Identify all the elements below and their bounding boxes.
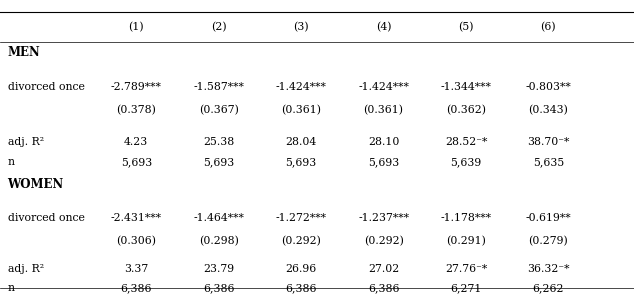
Text: 5,693: 5,693 xyxy=(203,158,235,167)
Text: 5,693: 5,693 xyxy=(120,158,152,167)
Text: 26.96: 26.96 xyxy=(285,264,317,274)
Text: 5,635: 5,635 xyxy=(533,158,564,167)
Text: -1.587***: -1.587*** xyxy=(193,82,244,92)
Text: adj. R²: adj. R² xyxy=(8,264,44,274)
Text: 27.76⁻*: 27.76⁻* xyxy=(445,264,487,274)
Text: 28.10: 28.10 xyxy=(368,137,399,147)
Text: 6,262: 6,262 xyxy=(533,283,564,293)
Text: 6,386: 6,386 xyxy=(120,283,152,293)
Text: (5): (5) xyxy=(458,22,474,32)
Text: (1): (1) xyxy=(129,22,144,32)
Text: 28.52⁻*: 28.52⁻* xyxy=(445,137,487,147)
Text: 5,693: 5,693 xyxy=(285,158,317,167)
Text: divorced once: divorced once xyxy=(8,82,84,92)
Text: n: n xyxy=(8,158,15,167)
Text: -1.424***: -1.424*** xyxy=(276,82,327,92)
Text: 28.04: 28.04 xyxy=(285,137,317,147)
Text: (0.361): (0.361) xyxy=(363,105,404,115)
Text: 4.23: 4.23 xyxy=(124,137,148,147)
Text: (3): (3) xyxy=(294,22,309,32)
Text: -2.789***: -2.789*** xyxy=(111,82,162,92)
Text: -1.178***: -1.178*** xyxy=(441,213,491,223)
Text: 3.37: 3.37 xyxy=(124,264,148,274)
Text: 23.79: 23.79 xyxy=(203,264,235,274)
Text: (0.361): (0.361) xyxy=(281,105,321,115)
Text: divorced once: divorced once xyxy=(8,213,84,223)
Text: -0.619**: -0.619** xyxy=(526,213,571,223)
Text: (2): (2) xyxy=(211,22,226,32)
Text: 5,693: 5,693 xyxy=(368,158,399,167)
Text: 25.38: 25.38 xyxy=(203,137,235,147)
Text: (0.279): (0.279) xyxy=(529,236,568,246)
Text: 6,386: 6,386 xyxy=(203,283,235,293)
Text: (0.292): (0.292) xyxy=(364,236,403,246)
Text: -2.431***: -2.431*** xyxy=(111,213,162,223)
Text: 6,386: 6,386 xyxy=(285,283,317,293)
Text: -1.237***: -1.237*** xyxy=(358,213,409,223)
Text: (0.291): (0.291) xyxy=(446,236,486,246)
Text: 38.70⁻*: 38.70⁻* xyxy=(527,137,569,147)
Text: (0.292): (0.292) xyxy=(281,236,321,246)
Text: (0.298): (0.298) xyxy=(199,236,238,246)
Text: 5,639: 5,639 xyxy=(450,158,482,167)
Text: -0.803**: -0.803** xyxy=(526,82,571,92)
Text: (0.362): (0.362) xyxy=(446,105,486,115)
Text: -1.272***: -1.272*** xyxy=(276,213,327,223)
Text: -1.344***: -1.344*** xyxy=(441,82,491,92)
Text: WOMEN: WOMEN xyxy=(8,178,64,191)
Text: 27.02: 27.02 xyxy=(368,264,399,274)
Text: -1.424***: -1.424*** xyxy=(358,82,409,92)
Text: (0.306): (0.306) xyxy=(116,236,157,246)
Text: (0.367): (0.367) xyxy=(199,105,238,115)
Text: adj. R²: adj. R² xyxy=(8,137,44,147)
Text: (4): (4) xyxy=(376,22,391,32)
Text: 6,271: 6,271 xyxy=(450,283,482,293)
Text: (0.343): (0.343) xyxy=(529,105,568,115)
Text: (6): (6) xyxy=(541,22,556,32)
Text: MEN: MEN xyxy=(8,46,41,59)
Text: 6,386: 6,386 xyxy=(368,283,399,293)
Text: n: n xyxy=(8,283,15,293)
Text: (0.378): (0.378) xyxy=(117,105,156,115)
Text: 36.32⁻*: 36.32⁻* xyxy=(527,264,570,274)
Text: -1.464***: -1.464*** xyxy=(193,213,244,223)
